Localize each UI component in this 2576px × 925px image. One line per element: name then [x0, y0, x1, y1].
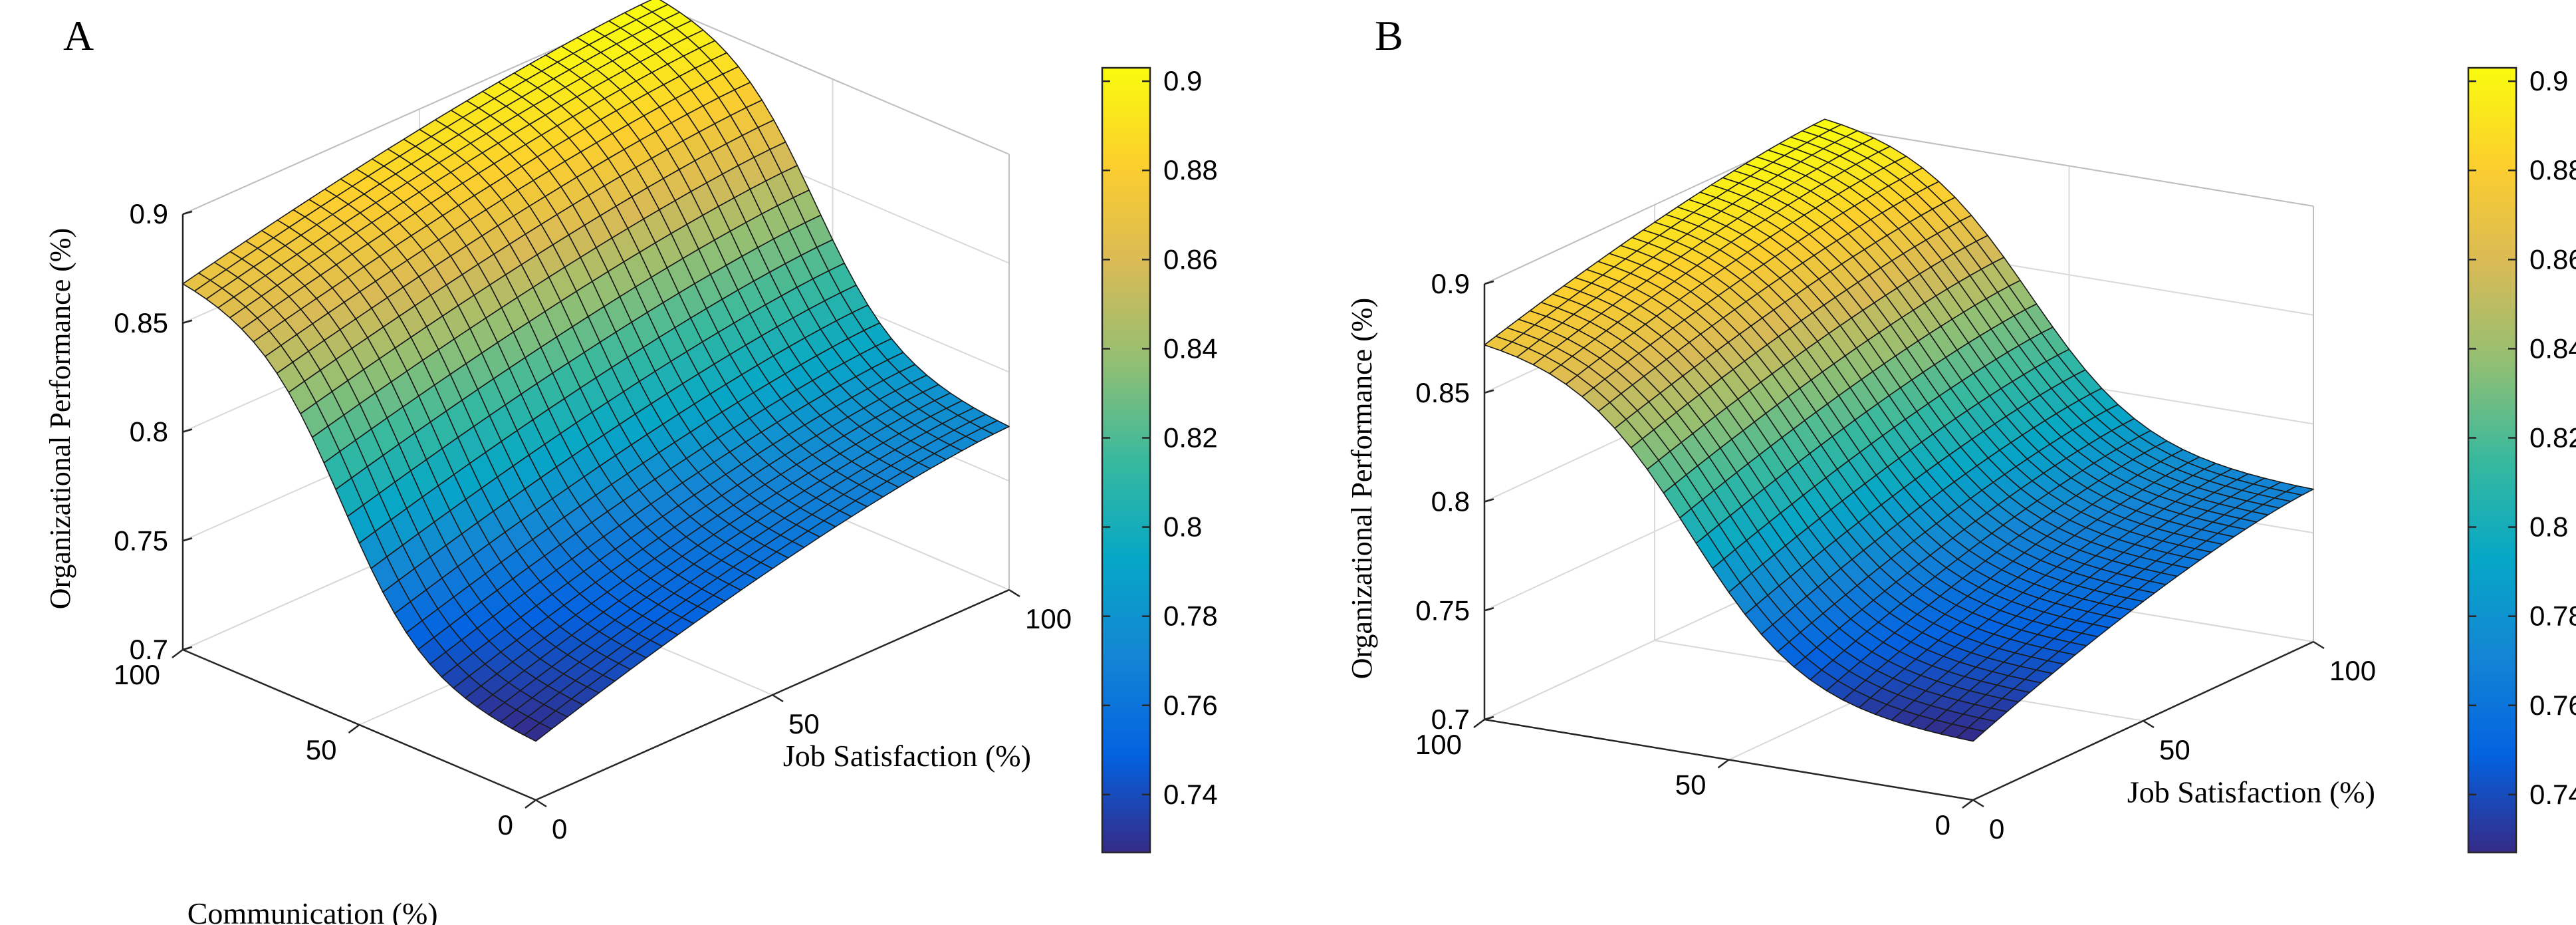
z-tick-mark	[182, 537, 193, 542]
colorbar-tick-label: 0.82	[2529, 422, 2576, 453]
colorbar-tick-label: 0.84	[2529, 332, 2576, 364]
colorbar: 0.74 0.76 0.78 0.8 0.82 0.84 0.86 0.88 0.9	[1101, 65, 1218, 854]
x-tick-mark	[2143, 720, 2155, 729]
y-tick-label: 100	[1415, 729, 1462, 760]
colorbar-gradient	[2467, 66, 2517, 854]
y-axis-title: Communication (%)	[1577, 921, 1827, 925]
z-tick-mark	[1484, 716, 1494, 721]
colorbar-tick-label: 0.76	[2529, 690, 2576, 721]
y-tick-mark	[348, 724, 360, 733]
panel-label: A	[63, 12, 94, 59]
box-edge	[655, 3, 1010, 155]
z-tick-mark	[182, 210, 193, 215]
z-tick-label: 0.7	[1431, 704, 1470, 735]
x-axis-title: Job Satisfaction (%)	[783, 739, 1031, 773]
colorbar-tick-label: 0.84	[1163, 332, 1218, 364]
y-tick-mark	[1717, 759, 1730, 769]
colorbar-tick-label: 0.8	[1163, 511, 1202, 543]
x-tick-mark	[1972, 799, 1984, 808]
panel-b: 0.7 0.75 0.8 0.85 0.9 0 50 100 0 50 100 Organizatio…	[1346, 12, 2576, 925]
z-tick-label: 0.8	[130, 416, 168, 448]
z-tick-label: 0.85	[1415, 377, 1470, 408]
colorbar-tick-label: 0.82	[1163, 422, 1218, 453]
tick-labels: 0.7 0.75 0.8 0.85 0.9 0 50 100 0 50 100	[1415, 268, 2376, 845]
y-tick-mark	[525, 799, 536, 809]
z-tick-label: 0.85	[114, 307, 168, 338]
x-tick-mark	[772, 694, 784, 703]
tick-labels: 0.7 0.75 0.8 0.85 0.9 0 50 100 0 50 100	[114, 198, 1072, 845]
colorbar-tick-label: 0.76	[1163, 690, 1218, 721]
z-tick-mark	[182, 428, 193, 433]
z-tick-mark	[182, 646, 193, 651]
colorbar-tick-label: 0.9	[2529, 65, 2568, 96]
colorbar-tick-label: 0.8	[2529, 511, 2568, 543]
x-tick-label: 50	[788, 708, 820, 739]
colorbar-tick-label: 0.88	[1163, 154, 1218, 186]
x-tick-mark	[2313, 640, 2325, 650]
y-tick-mark	[1962, 799, 1974, 809]
x-tick-mark	[1008, 589, 1020, 598]
colorbar-tick-label: 0.86	[1163, 243, 1218, 275]
z-tick-mark	[182, 319, 193, 324]
colorbar-tick-label: 0.88	[2529, 154, 2576, 186]
colorbar-tick-label: 0.9	[1163, 65, 1202, 96]
z-tick-label: 0.75	[114, 525, 168, 556]
z-tick-mark	[1484, 280, 1494, 285]
panel-a: 0.7 0.75 0.8 0.85 0.9 0 50 100 0 50 100 Organizatio…	[44, 0, 1218, 925]
z-tick-mark	[1484, 607, 1494, 612]
x-tick-label: 0	[552, 813, 567, 845]
surface	[1484, 118, 2314, 742]
colorbar-tick-label: 0.74	[2529, 779, 2576, 810]
surface	[182, 0, 1010, 742]
surface-patch	[523, 722, 552, 742]
box-edge	[1824, 125, 2314, 207]
y-axis-title: Communication (%)	[187, 896, 438, 925]
z-tick-mark	[1484, 389, 1494, 394]
y-tick-label: 100	[114, 659, 160, 690]
z-tick-label: 0.9	[130, 198, 168, 229]
z-tick-mark	[1484, 498, 1494, 503]
x-tick-label: 50	[2159, 734, 2190, 765]
colorbar-tick-label: 0.78	[2529, 600, 2576, 632]
x-tick-label: 0	[1989, 813, 2004, 845]
panel-label: B	[1375, 12, 1403, 59]
z-tick-label: 0.8	[1431, 486, 1470, 517]
x-tick-label: 100	[1025, 603, 1072, 634]
z-tick-label: 0.7	[130, 634, 168, 665]
y-tick-label: 0	[498, 809, 513, 841]
colorbar: 0.74 0.76 0.78 0.8 0.82 0.84 0.86 0.88 0.9	[2467, 65, 2576, 854]
z-tick-label: 0.9	[1431, 268, 1470, 299]
x-tick-mark	[535, 799, 547, 808]
x-axis-title: Job Satisfaction (%)	[2127, 775, 2375, 809]
y-tick-mark	[1473, 719, 1485, 728]
x-tick-label: 100	[2329, 655, 2376, 686]
colorbar-gradient	[1101, 66, 1151, 854]
z-tick-label: 0.75	[1415, 595, 1470, 626]
colorbar-tick-label: 0.86	[2529, 243, 2576, 275]
y-tick-label: 50	[1675, 769, 1706, 801]
y-tick-label: 0	[1935, 809, 1950, 841]
z-axis-title: Organizational Performance (%)	[44, 228, 76, 609]
colorbar-tick-label: 0.74	[1163, 779, 1218, 810]
y-tick-label: 50	[306, 734, 337, 765]
colorbar-tick-label: 0.78	[1163, 600, 1218, 632]
z-axis-title: Organizational Performance (%)	[1346, 298, 1378, 679]
y-tick-mark	[172, 649, 183, 658]
surface-patch	[1956, 727, 1985, 742]
